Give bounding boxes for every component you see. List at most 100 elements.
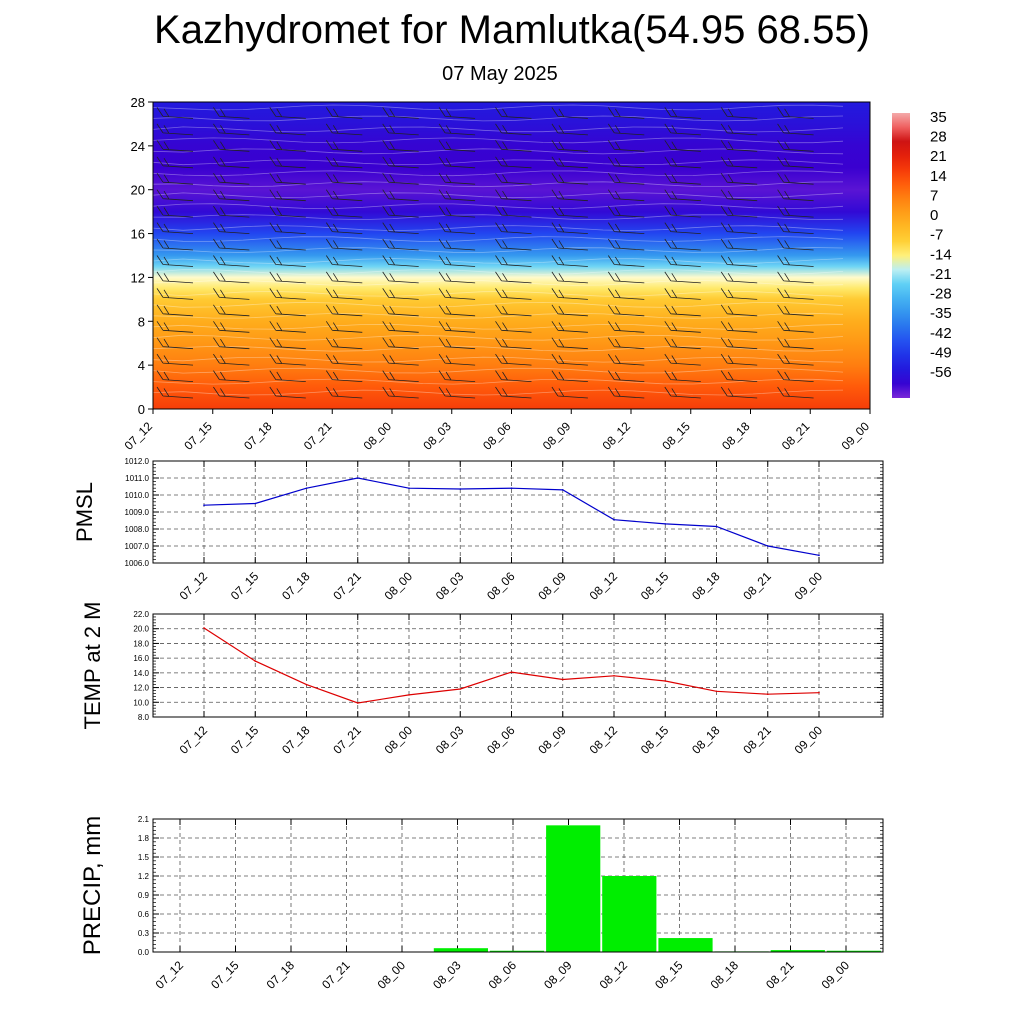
- wind-barb: [213, 140, 250, 152]
- wind-barb: [438, 238, 476, 251]
- wind-barb: [382, 123, 419, 136]
- temp-data-point: [408, 694, 410, 696]
- wind-barb: [607, 321, 645, 333]
- isotherm-line: [152, 126, 844, 133]
- isotherm-line: [152, 378, 844, 385]
- precip-bar: [546, 825, 601, 952]
- precip-bar: [433, 948, 488, 952]
- wind-barb: [664, 370, 701, 382]
- y-tick-label: 1.2: [138, 872, 150, 881]
- wind-barb: [325, 321, 363, 333]
- colorbar-label: 7: [930, 187, 938, 204]
- wind-barb: [664, 156, 701, 169]
- y-tick-label: 8.0: [138, 713, 150, 722]
- wind-barb: [777, 337, 814, 350]
- y-tick-label: 8: [138, 314, 145, 329]
- wind-barb: [777, 353, 814, 366]
- wind-barb: [495, 222, 532, 234]
- precip-bar: [602, 876, 657, 952]
- wind-barb: [438, 304, 476, 317]
- wind-barb: [607, 172, 645, 185]
- wind-barb: [269, 353, 306, 366]
- y-tick-label: 4: [138, 358, 145, 373]
- wind-barb: [325, 370, 363, 382]
- y-tick-label: 1010.0: [125, 491, 150, 500]
- wind-barb: [382, 370, 419, 382]
- pmsl-data-point: [613, 518, 615, 521]
- y-tick-label: 12: [131, 270, 145, 285]
- wind-barb: [156, 255, 194, 267]
- y-tick-label: 0: [138, 402, 145, 417]
- x-tick-label: 07_12: [177, 569, 211, 603]
- wind-barb: [607, 353, 645, 366]
- colorbar-label: -35: [930, 305, 952, 322]
- wind-barb: [495, 370, 532, 382]
- x-tick-label: 08_00: [361, 419, 395, 453]
- wind-barb: [269, 205, 306, 218]
- wind-barb: [382, 156, 419, 169]
- wind-barb: [269, 238, 306, 251]
- colorbar-label: 21: [930, 148, 947, 165]
- wind-barb: [269, 321, 306, 333]
- x-tick-label: 08_18: [689, 569, 723, 603]
- wind-barb: [720, 205, 758, 218]
- wind-barb: [495, 238, 532, 251]
- y-tick-label: 12.0: [133, 684, 149, 693]
- y-tick-label: 1011.0: [125, 474, 149, 483]
- pmsl-data-point: [766, 545, 769, 547]
- wind-barb: [607, 370, 645, 382]
- wind-barb: [325, 386, 363, 399]
- pmsl-data-point: [818, 554, 820, 557]
- wind-barb: [325, 255, 363, 267]
- wind-barb: [438, 156, 476, 169]
- isotherm-line: [152, 301, 844, 308]
- wind-barb: [607, 238, 645, 251]
- wind-barb: [664, 288, 701, 300]
- x-tick-label: 08_12: [587, 723, 621, 757]
- wind-barb: [438, 386, 476, 399]
- wind-barb: [156, 370, 194, 382]
- wind-barb: [720, 107, 758, 119]
- wind-barb: [382, 205, 419, 218]
- wind-barb: [664, 386, 701, 399]
- wind-barb: [213, 386, 250, 399]
- colorbar-label: -49: [930, 344, 952, 361]
- wind-barb: [720, 123, 758, 136]
- wind-barb: [607, 288, 645, 300]
- wind-barb: [664, 337, 701, 350]
- wind-barb: [156, 288, 194, 300]
- wind-barb: [664, 107, 701, 119]
- wind-barb: [213, 172, 250, 185]
- wind-barb: [720, 337, 758, 350]
- pmsl-data-point: [408, 487, 410, 490]
- y-tick-label: 28: [131, 95, 145, 110]
- x-tick-label: 09_00: [819, 958, 853, 992]
- x-tick-label: 08_15: [638, 569, 672, 603]
- temp-data-point: [510, 671, 513, 673]
- wind-barb: [213, 304, 250, 317]
- x-tick-label: 08_06: [484, 569, 518, 603]
- wind-barb: [325, 337, 363, 350]
- colorbar-label: -28: [930, 286, 952, 303]
- x-tick-label: 07_18: [264, 958, 298, 992]
- x-tick-label: 09_00: [839, 419, 873, 453]
- wind-barb: [551, 386, 588, 399]
- wind-barb: [382, 107, 419, 119]
- x-tick-label: 08_15: [638, 723, 672, 757]
- wind-barb: [777, 238, 814, 251]
- wind-barb: [382, 255, 419, 267]
- colorbar-fill: [892, 113, 910, 398]
- wind-barb: [213, 370, 250, 382]
- wind-barb: [213, 337, 250, 350]
- wind-barb: [495, 172, 532, 185]
- wind-barb: [495, 123, 532, 136]
- x-tick-label: 08_15: [652, 958, 686, 992]
- wind-barb: [720, 288, 758, 300]
- x-tick-label: 07_15: [228, 569, 262, 603]
- pmsl-data-point: [664, 523, 667, 525]
- wind-barb: [551, 189, 588, 202]
- wind-barb: [325, 189, 363, 202]
- wind-barb: [495, 304, 532, 317]
- wind-barb: [720, 222, 758, 234]
- wind-barb: [438, 370, 476, 382]
